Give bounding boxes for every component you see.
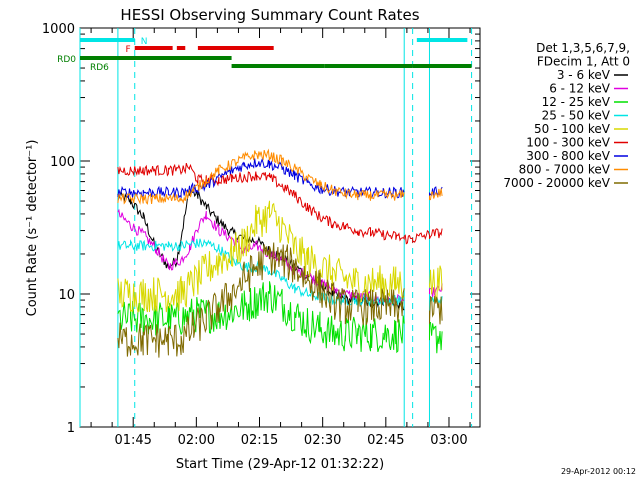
plot-frame (79, 27, 481, 428)
series-line-8 (117, 242, 443, 358)
y-axis: 1 10 100 1000 (42, 22, 480, 436)
legend-item-label: 50 - 100 keV (534, 122, 611, 136)
legend-item-label: 800 - 7000 keV (519, 163, 611, 177)
series-line-5 (117, 162, 443, 245)
legend-item-label: 7000 - 20000 keV (503, 176, 610, 190)
x-tick-label: 03:00 (430, 433, 467, 448)
y-tick-label: 1000 (42, 22, 75, 37)
x-tick-label: 02:45 (367, 433, 404, 448)
flag-label-rd6: RD6 (90, 63, 109, 73)
flag-label-f: F (126, 45, 131, 55)
series-line-2 (117, 281, 443, 354)
y-tick-label: 10 (58, 288, 75, 303)
legend-item-label: 6 - 12 keV (549, 82, 611, 96)
legend-header-1: FDecim 1, Att 0 (537, 55, 630, 69)
x-axis: 01:45 02:00 02:15 02:30 02:45 03:00 (90, 28, 471, 448)
legend-item-label: 3 - 6 keV (557, 68, 611, 82)
x-tick-label: 01:45 (114, 433, 151, 448)
y-axis-label: Count Rate (s⁻¹ detector⁻¹) (25, 140, 40, 317)
flag-bars: NF RD0 RD6 (57, 37, 472, 73)
series-line-7 (117, 148, 443, 205)
legend-item-label: 25 - 50 keV (542, 109, 611, 123)
legend-header-0: Det 1,3,5,6,7,9, (536, 41, 630, 55)
legend: Det 1,3,5,6,7,9,FDecim 1, Att 03 - 6 keV… (503, 41, 630, 190)
series-lines (117, 148, 443, 358)
timestamp: 29-Apr-2012 00:12 (561, 467, 636, 476)
chart-title: HESSI Observing Summary Count Rates (120, 6, 419, 24)
y-tick-label: 100 (50, 155, 75, 170)
series-line-6 (117, 157, 443, 199)
series-line-4 (117, 200, 443, 313)
legend-item-label: 100 - 300 keV (526, 136, 610, 150)
x-axis-label: Start Time (29-Apr-12 01:32:22) (176, 457, 384, 472)
y-tick-label: 1 (67, 421, 75, 436)
flag-label-n: N (141, 37, 148, 47)
legend-item-label: 300 - 800 keV (526, 149, 610, 163)
x-tick-label: 02:00 (178, 433, 215, 448)
legend-item-label: 12 - 25 keV (542, 95, 611, 109)
x-tick-label: 02:30 (304, 433, 341, 448)
flag-label-rd0: RD0 (57, 55, 76, 65)
x-tick-label: 02:15 (241, 433, 278, 448)
